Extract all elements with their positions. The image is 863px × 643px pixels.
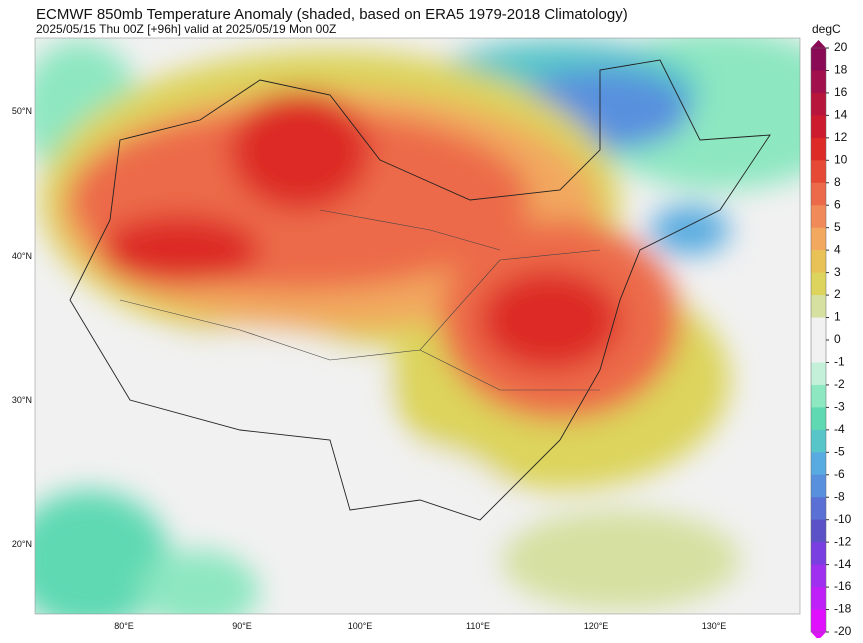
lon-label: 100°E (348, 621, 373, 631)
colorbar-label: 4 (834, 242, 841, 256)
colorbar-label: -5 (834, 444, 845, 458)
colorbar-extend-bottom (811, 632, 826, 640)
colorbar-segment (811, 272, 826, 296)
colorbar-segment (811, 564, 826, 588)
colorbar-segment (811, 519, 826, 543)
map-frame (34, 37, 801, 615)
colorbar-label: -20 (834, 624, 852, 638)
colorbar-unit: degC (812, 22, 841, 36)
lat-label: 40°N (12, 251, 32, 261)
lon-label: 130°E (702, 621, 727, 631)
subtitle: 2025/05/15 Thu 00Z [+96h] valid at 2025/… (36, 22, 336, 36)
colorbar-label: 10 (834, 152, 848, 166)
colorbar-segment (811, 137, 826, 161)
lon-label: 120°E (584, 621, 609, 631)
lon-label: 80°E (114, 621, 134, 631)
colorbar-label: -18 (834, 602, 852, 616)
colorbar-segment (811, 384, 826, 408)
country-border (69, 59, 771, 521)
colorbar-segment (811, 452, 826, 476)
colorbar-label: -8 (834, 489, 845, 503)
colorbar-segment (811, 542, 826, 566)
colorbar-segment (811, 182, 826, 206)
lat-label: 30°N (12, 395, 32, 405)
map (35, 38, 800, 614)
colorbar-segment (811, 160, 826, 184)
colorbar-label: -12 (834, 534, 852, 548)
colorbar-label: -2 (834, 377, 845, 391)
shading (35, 38, 800, 614)
colorbar-label: 5 (834, 220, 841, 234)
title: ECMWF 850mb Temperature Anomaly (shaded,… (36, 6, 628, 23)
colorbar-label: -1 (834, 355, 845, 369)
colorbar-label: -6 (834, 467, 845, 481)
lon-label: 110°E (466, 621, 490, 631)
colorbar-label: -14 (834, 557, 852, 571)
colorbar-segment (811, 227, 826, 251)
colorbar-segment (811, 92, 826, 116)
colorbar-label: 16 (834, 85, 848, 99)
lat-label: 50°N (12, 106, 32, 116)
colorbar-segment (811, 115, 826, 139)
colorbar-label: 2 (834, 287, 841, 301)
colorbar-segment (811, 474, 826, 498)
colorbar-segment (811, 295, 826, 319)
colorbar-segment (811, 497, 826, 521)
colorbar-label: -16 (834, 579, 852, 593)
colorbar-label: 20 (834, 40, 848, 54)
colorbar-label: -4 (834, 422, 845, 436)
colorbar-label: -10 (834, 512, 852, 526)
colorbar-segment (811, 250, 826, 274)
colorbar-label: 14 (834, 108, 848, 122)
colorbar-segment (811, 340, 826, 363)
colorbar-label: -3 (834, 400, 845, 414)
colorbar-segment (811, 362, 826, 386)
colorbar-segment (811, 407, 826, 431)
province-border (119, 209, 601, 391)
lon-label: 90°E (232, 621, 252, 631)
colorbar-label: 1 (834, 310, 841, 324)
colorbar-label: 3 (834, 265, 841, 279)
colorbar-segment (811, 48, 826, 71)
colorbar-segment (811, 205, 826, 229)
lat-label: 20°N (12, 539, 32, 549)
colorbar-extend-top (811, 40, 826, 48)
colorbar-segment (811, 317, 826, 341)
colorbar-segment (811, 429, 826, 453)
colorbar-label: 12 (834, 130, 848, 144)
colorbar-segment (811, 70, 826, 94)
colorbar-segment (811, 587, 826, 611)
colorbar-label: 18 (834, 63, 848, 77)
colorbar-label: 6 (834, 197, 841, 211)
colorbar-segment (811, 609, 826, 633)
colorbar-label: 0 (834, 332, 841, 346)
colorbar-label: 8 (834, 175, 841, 189)
